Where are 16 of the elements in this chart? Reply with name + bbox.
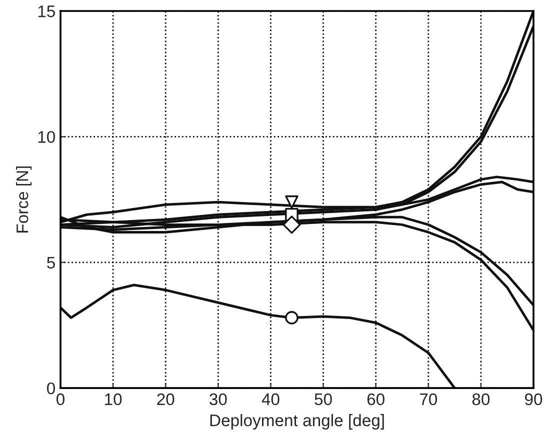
x-tick-label: 90 [525, 393, 542, 406]
x-tick-label: 40 [262, 393, 280, 406]
x-tick-label: 0 [56, 393, 64, 406]
y-tick-label: 5 [47, 256, 55, 269]
y-tick-label: 15 [38, 6, 55, 18]
y-axis-title: Force [N] [16, 166, 32, 232]
x-tick-label: 10 [105, 393, 122, 406]
x-tick-label: 30 [210, 393, 227, 406]
x-tick-label: 50 [314, 393, 332, 406]
y-tick-label: 0 [47, 382, 55, 394]
x-tick-label: 70 [420, 393, 438, 406]
x-tick-label: 80 [472, 393, 490, 406]
y-tick-label: 10 [38, 131, 55, 143]
x-axis-title: Deployment angle [deg] [210, 414, 384, 430]
x-tick-label: 60 [367, 393, 384, 406]
x-tick-label: 20 [157, 393, 174, 406]
